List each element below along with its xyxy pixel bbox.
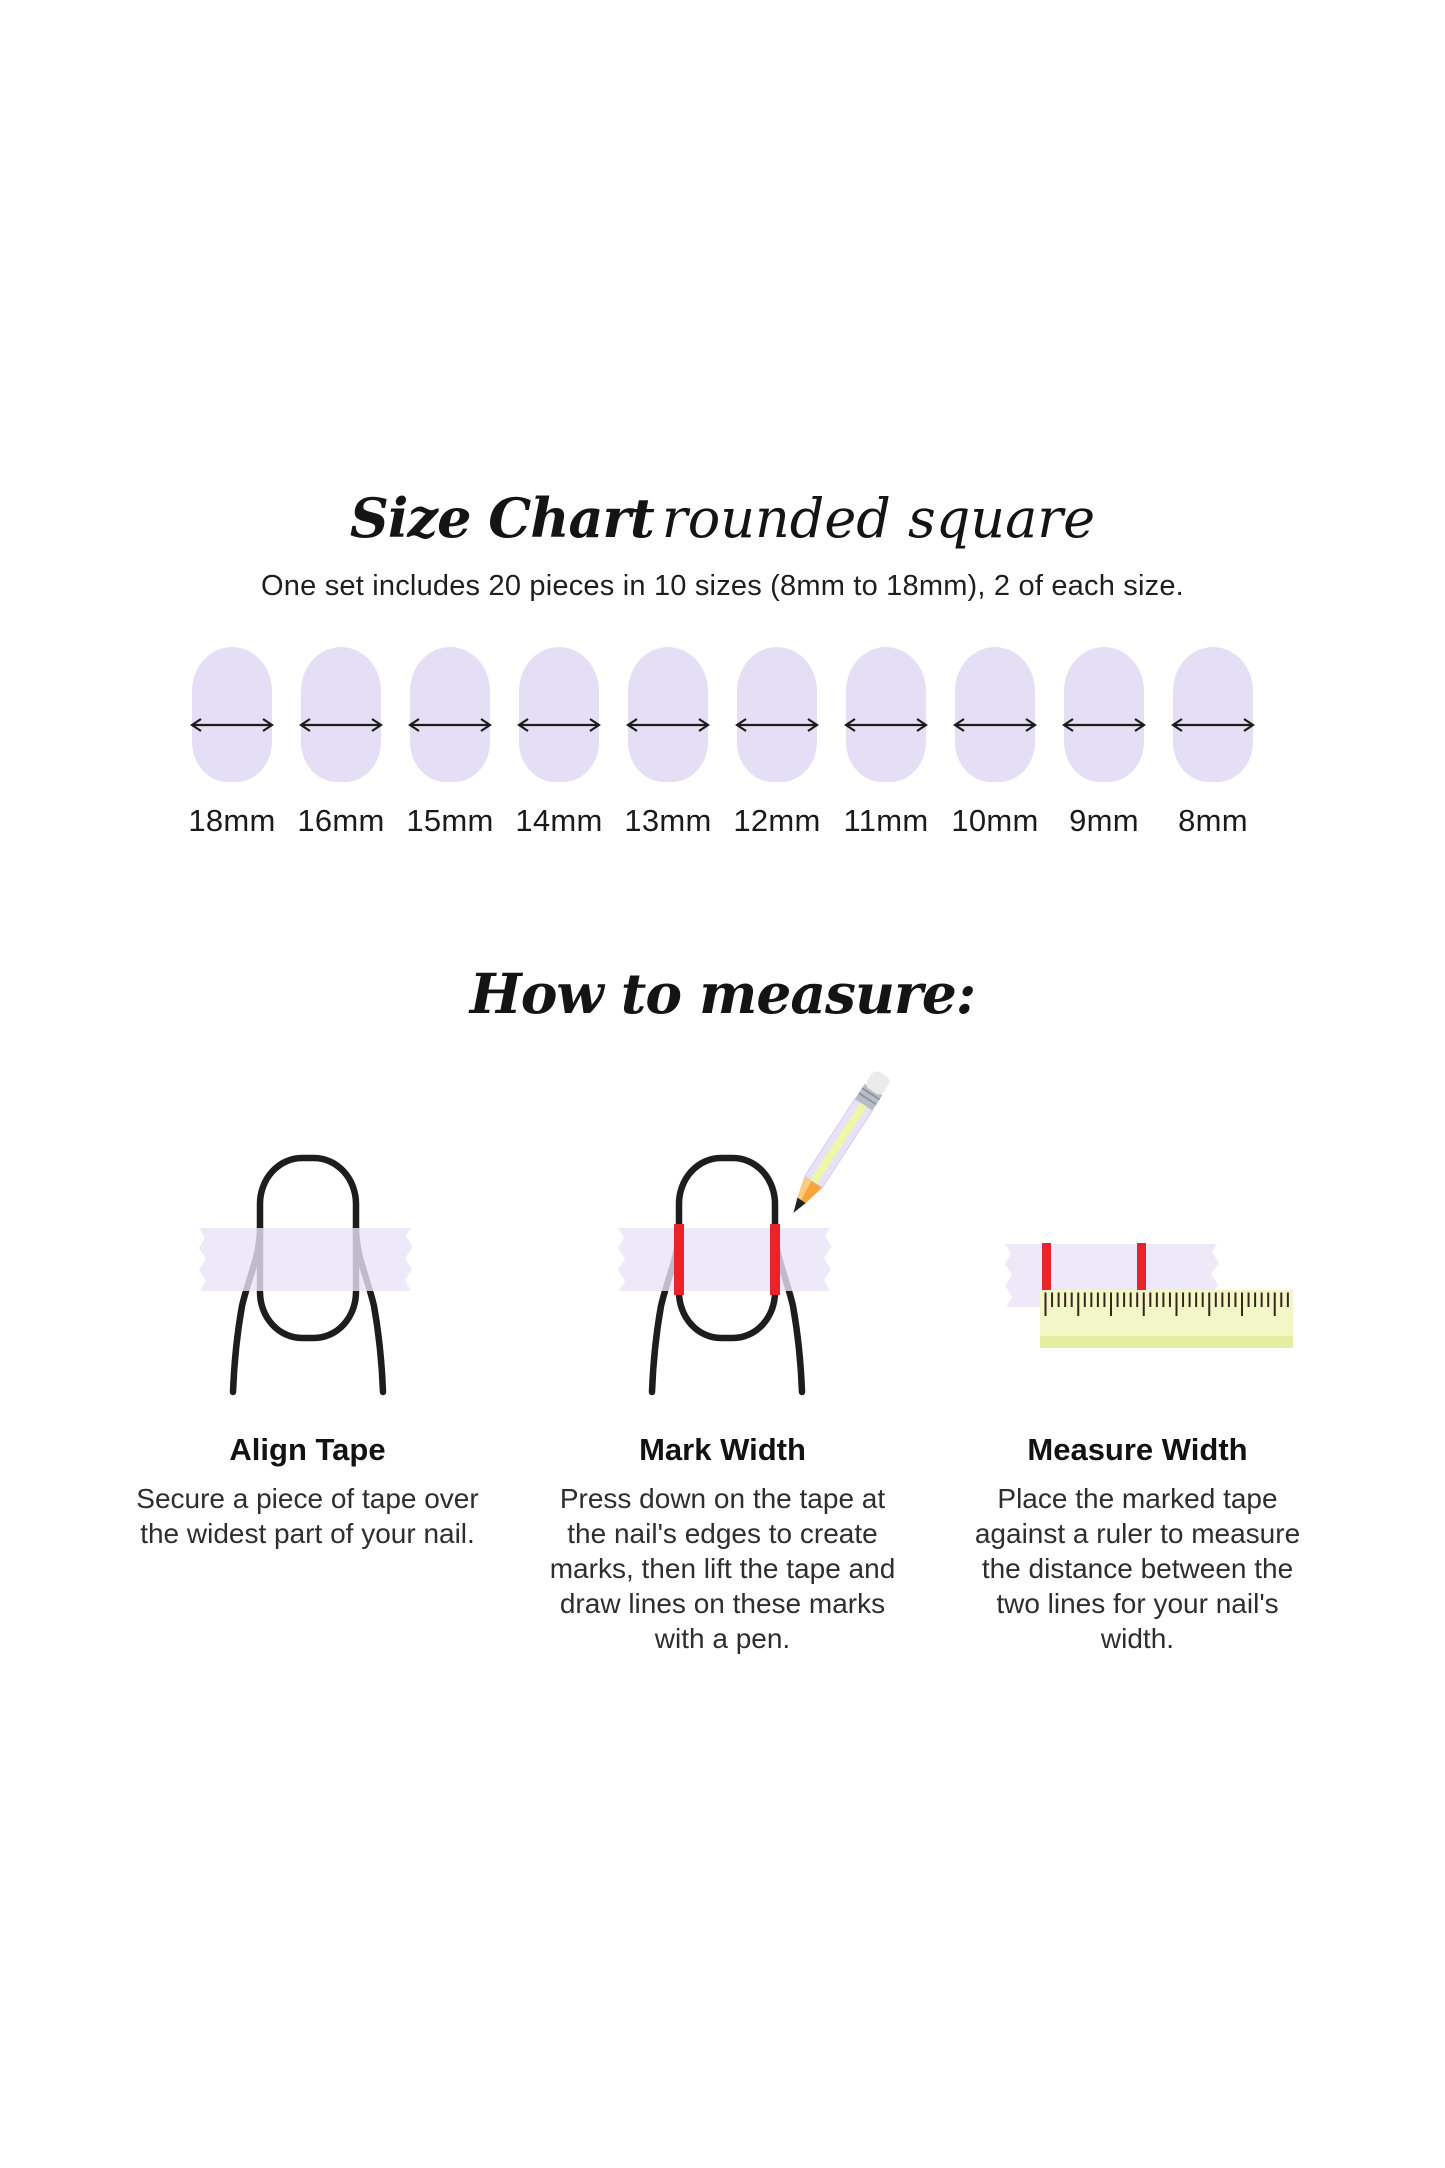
nail-size-label: 12mm	[733, 803, 821, 839]
nail-swatch	[1171, 647, 1255, 783]
width-arrow-icon	[844, 718, 928, 733]
nail-swatch	[953, 647, 1037, 783]
tape-strip	[617, 1228, 832, 1292]
step-description: Press down on the tape at the nail's edg…	[549, 1483, 896, 1655]
title-main: Size Chart	[349, 486, 655, 550]
measure-width-illustration	[978, 1060, 1298, 1410]
tape-strip	[198, 1228, 413, 1292]
nail-size-label: 15mm	[406, 803, 494, 839]
pencil-wood-highlight	[796, 1176, 812, 1201]
nail-size-item: 9mm	[1062, 647, 1146, 839]
size-chart-section: Size Chart rounded square One set include…	[0, 0, 1445, 839]
width-arrow-icon	[953, 718, 1037, 733]
step-title: Align Tape	[229, 1432, 386, 1468]
pencil-body-stripe	[809, 1102, 867, 1185]
width-arrow-icon	[1062, 718, 1146, 733]
step-description: Secure a piece of tape over the widest p…	[136, 1483, 479, 1550]
nail-with-tape-icon	[198, 1155, 413, 1396]
nail-size-label: 9mm	[1069, 803, 1139, 839]
width-arrow-icon	[1171, 718, 1255, 733]
width-arrow-icon	[626, 718, 710, 733]
nail-size-label: 13mm	[624, 803, 712, 839]
width-arrow-icon	[735, 718, 819, 733]
width-arrow-icon	[299, 718, 383, 733]
mark-width-illustration	[548, 1060, 898, 1410]
nail-swatch	[1062, 647, 1146, 783]
nail-swatch	[299, 647, 383, 783]
nail-size-item: 14mm	[515, 647, 602, 839]
nail-size-label: 8mm	[1178, 803, 1248, 839]
nail-size-row: 18mm 16mm 15mm	[0, 647, 1445, 839]
width-arrow-icon	[517, 718, 601, 733]
nail-size-label: 18mm	[188, 803, 276, 839]
nail-size-item: 18mm	[188, 647, 275, 839]
nail-size-item: 8mm	[1171, 647, 1255, 839]
red-mark-left	[1041, 1243, 1051, 1292]
marked-tape-on-ruler-icon	[1004, 1243, 1293, 1349]
nail-size-item: 13mm	[624, 647, 711, 839]
nail-size-label: 14mm	[515, 803, 603, 839]
ruler-ticks	[1044, 1292, 1289, 1317]
nail-size-item: 11mm	[843, 647, 929, 839]
step-align-tape: Align Tape Secure a piece of tape over t…	[100, 1060, 515, 1656]
nail-size-item: 12mm	[733, 647, 820, 839]
width-arrow-icon	[408, 718, 492, 733]
how-to-measure-heading: How to measure:	[469, 961, 976, 1027]
steps-row: Align Tape Secure a piece of tape over t…	[0, 1060, 1445, 1656]
nail-swatch	[626, 647, 710, 783]
nail-size-label: 10mm	[951, 803, 1039, 839]
ruler-icon	[1039, 1290, 1293, 1349]
step-measure-width: Measure Width Place the marked tape agai…	[930, 1060, 1345, 1656]
nail-size-item: 10mm	[951, 647, 1038, 839]
step-title: Mark Width	[639, 1432, 806, 1468]
width-arrow-icon	[190, 718, 274, 733]
pencil-graphite-tip	[792, 1197, 806, 1214]
step-title: Measure Width	[1027, 1432, 1248, 1468]
nail-with-marked-tape-and-pencil-icon	[617, 1071, 889, 1396]
nail-size-label: 16mm	[297, 803, 385, 839]
nail-swatch	[735, 647, 819, 783]
nail-swatch	[190, 647, 274, 783]
step-description: Place the marked tape against a ruler to…	[974, 1483, 1301, 1655]
nail-swatch	[517, 647, 601, 783]
step-mark-width: Mark Width Press down on the tape at the…	[515, 1060, 930, 1656]
nail-swatch	[408, 647, 492, 783]
red-mark-right	[769, 1224, 780, 1296]
title-shape-variant: rounded square	[661, 487, 1096, 550]
nail-size-item: 15mm	[406, 647, 493, 839]
align-tape-illustration	[188, 1060, 428, 1410]
how-to-measure-section: How to measure: Align Tape Secure a pie	[0, 961, 1445, 1656]
nail-size-label: 11mm	[843, 803, 929, 839]
pencil-eraser	[865, 1071, 889, 1095]
nail-size-item: 16mm	[297, 647, 384, 839]
red-mark-left	[673, 1224, 684, 1296]
nail-swatch	[844, 647, 928, 783]
page-title: Size Chart rounded square	[0, 0, 1445, 548]
set-contents-description: One set includes 20 pieces in 10 sizes (…	[261, 570, 1184, 603]
pencil-icon	[792, 1071, 889, 1214]
red-mark-right	[1136, 1243, 1146, 1292]
